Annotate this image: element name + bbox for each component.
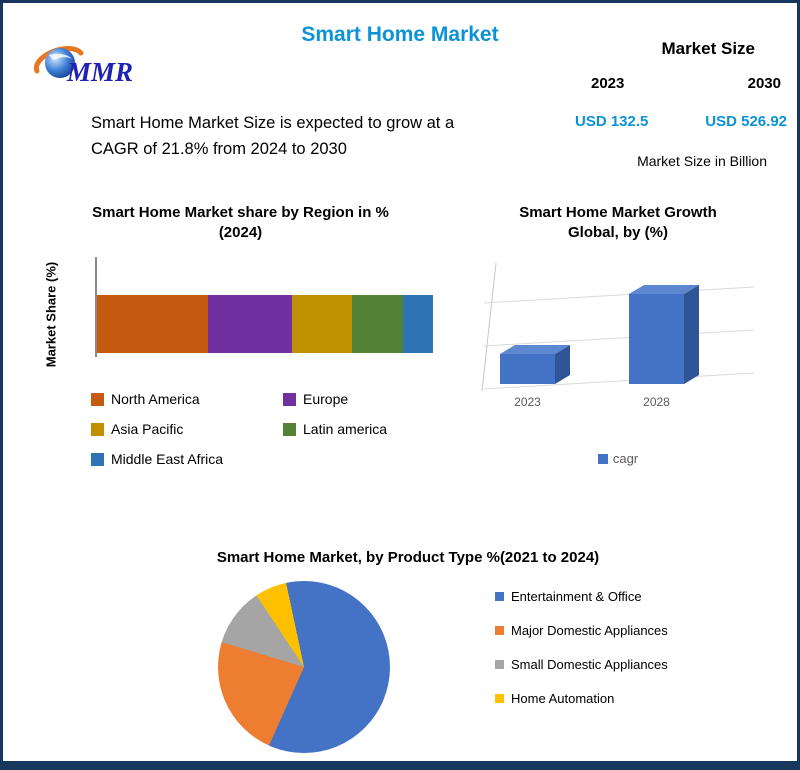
market-size-years: 2023 2030 [591,75,781,92]
legend-item: Entertainment & Office [495,589,668,604]
legend-label: North America [111,391,200,407]
bar-segment-middle-east-africa [402,295,433,353]
x-tick-label: 2028 [643,395,670,409]
legend-label: Major Domestic Appliances [511,623,668,638]
product-type-pie [218,581,390,753]
page-title: Smart Home Market [301,23,499,46]
legend-item: Latin america [283,421,475,437]
legend-label: Entertainment & Office [511,589,642,604]
value-2030: USD 526.92 [705,113,787,130]
bar-segment-europe [207,295,292,353]
legend-swatch [495,592,504,601]
legend-label: Middle East Africa [111,451,224,467]
region-chart-ylabel: Market Share (%) [43,261,59,368]
legend-swatch [91,422,104,436]
description-line-1: Smart Home Market Size is expected to gr… [91,114,455,132]
product-type-legend: Entertainment & Office Major Domestic App… [495,589,668,706]
legend-item: Asia Pacific [91,421,283,437]
growth-chart-plot: 2023 2028 [481,262,755,409]
legend-item: Middle East Africa [91,451,283,467]
growth-chart-title: Smart Home Market Growth Global, by (%) [519,204,717,242]
legend-label: Asia Pacific [111,421,184,437]
legend-item: Europe [283,391,475,407]
legend-item: Major Domestic Appliances [495,623,668,638]
legend-swatch [91,452,104,466]
x-tick-label: 2023 [514,395,541,409]
year-2030-label: 2030 [747,75,781,92]
logo-text: MMR [66,57,133,87]
legend-swatch [283,422,296,436]
legend-swatch [91,392,104,406]
region-chart-axis [95,257,97,357]
market-size-unit: Market Size in Billion [637,153,767,169]
cagr-legend-swatch [597,454,608,464]
legend-label: Europe [303,391,349,407]
region-chart-title: Smart Home Market share by Region in % (… [92,204,389,242]
bar-segment-latin-america [352,295,403,353]
legend-item: Small Domestic Appliances [495,657,668,672]
product-type-chart: Smart Home Market, by Product Type %(202… [63,541,753,761]
region-stacked-bar [97,295,433,353]
description-line-2: CAGR of 21.8% from 2024 to 2030 [91,139,347,158]
region-share-chart: Smart Home Market share by Region in % (… [33,195,448,495]
growth-chart: Smart Home Market Growth Global, by (%) … [458,195,778,485]
legend-item: Home Automation [495,691,668,706]
company-logo: MMR [29,41,179,101]
legend-swatch [495,694,504,703]
region-legend: North America Europe Asia Pacific Latin ame… [91,391,475,467]
market-size-header: Market Size [661,39,755,58]
legend-swatch [495,626,504,635]
growth-legend: cagr [458,451,778,466]
value-2023: USD 132.5 [575,113,649,130]
market-description: Smart Home Market Size is expected to gr… [91,111,531,162]
growth-bars [500,285,699,384]
market-size-values: USD 132.5 USD 526.92 [575,113,787,130]
bar-segment-asia-pacific [291,295,353,353]
legend-label: Small Domestic Appliances [511,657,668,672]
legend-swatch [495,660,504,669]
cagr-legend-label: cagr [612,451,639,466]
growth-x-labels: 2023 2028 [514,395,670,409]
globe-logo-icon: MMR [33,45,133,87]
legend-swatch [283,392,296,406]
legend-label: Home Automation [511,691,615,706]
bar-segment-north-america [97,295,208,353]
pie-chart-title: Smart Home Market, by Product Type %(202… [216,549,600,566]
year-2023-label: 2023 [591,75,625,92]
legend-label: Latin america [303,421,388,437]
legend-item: North America [91,391,283,407]
growth-gridlines [481,262,755,392]
